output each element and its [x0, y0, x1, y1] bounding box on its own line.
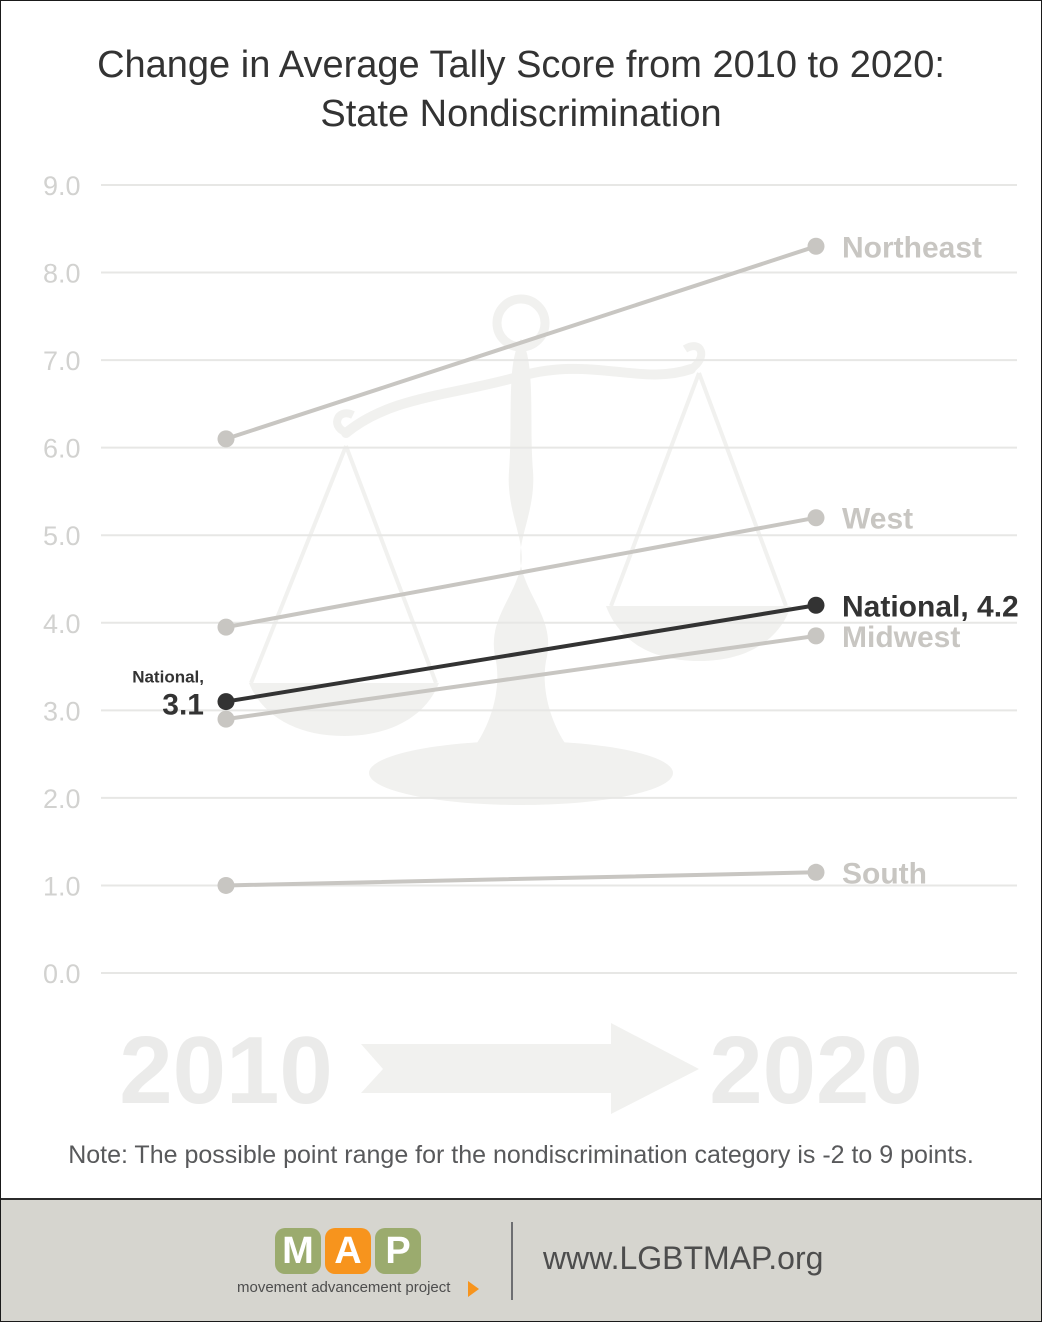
- year-watermark: 2010 2020: [119, 1017, 923, 1124]
- point-west-2020: [807, 509, 825, 527]
- point-northeast-2010: [217, 430, 235, 448]
- end-label-west: West: [842, 503, 913, 536]
- logo-tile-m: M: [275, 1228, 321, 1274]
- end-label-national: National, 4.2: [842, 590, 1019, 623]
- scales-left-strings: [249, 445, 438, 684]
- scales-pillar: [461, 339, 581, 761]
- end-label-northeast: Northeast: [842, 231, 982, 264]
- y-tick-label: 1.0: [43, 871, 81, 901]
- chart-title-line-1: Change in Average Tally Score from 2010 …: [97, 44, 945, 86]
- grid: [101, 184, 1017, 974]
- end-label-midwest: Midwest: [842, 621, 960, 654]
- point-west-2010: [217, 618, 235, 636]
- play-arrow-icon: [468, 1281, 479, 1297]
- series-line-national: [224, 603, 818, 704]
- slope-chart: 9.08.07.06.05.04.03.02.01.00.0 2010 2020 …: [43, 171, 1019, 1124]
- logo-tagline: movement advancement project: [237, 1279, 451, 1296]
- map-logo: M A P movement advancement project: [237, 1228, 487, 1308]
- footer-divider-line: [1, 1198, 1041, 1200]
- y-tick-label: 2.0: [43, 784, 81, 814]
- series-midwest: Midwest: [217, 621, 960, 728]
- y-axis: 9.0 8.0 7.0 6.0 5.0 4.0 3.0 2.0 1.0 0.0: [43, 171, 81, 989]
- series-northeast: Northeast: [217, 231, 982, 448]
- chart-title: Change in Average Tally Score from 2010 …: [1, 41, 1041, 139]
- point-midwest-2010: [217, 710, 235, 728]
- series-west: West: [217, 503, 913, 636]
- scales-watermark: [249, 294, 791, 805]
- start-value-national: 3.1: [162, 689, 204, 722]
- y-tick-label: 5.0: [43, 521, 81, 551]
- chart-title-line-2: State Nondiscrimination: [320, 93, 722, 135]
- y-tick-label: 0.0: [43, 959, 81, 989]
- arrow-right-icon: [361, 1023, 699, 1114]
- year-watermark-1: 2020: [709, 1017, 923, 1124]
- point-south-2020: [807, 863, 825, 881]
- scales-base: [369, 741, 673, 805]
- point-northeast-2020: [807, 237, 825, 255]
- logo-tile-a: A: [325, 1228, 371, 1274]
- series-line-midwest: [224, 633, 818, 722]
- y-tick-label: 8.0: [43, 259, 81, 289]
- scales-top-ring: [492, 294, 550, 352]
- series-line-northeast: [224, 244, 818, 441]
- y-tick-label: 4.0: [43, 609, 81, 639]
- y-tick-label: 7.0: [43, 346, 81, 376]
- footer: M A P movement advancement project www.L…: [1, 1200, 1041, 1321]
- series-south: South: [217, 857, 927, 894]
- y-tick-label: 9.0: [43, 171, 81, 201]
- start-label-national: National,: [132, 668, 204, 687]
- series-line-west: [224, 515, 818, 630]
- scales-beam: [341, 363, 696, 438]
- logo-tile-p: P: [375, 1228, 421, 1274]
- footer-vertical-divider: [511, 1222, 513, 1300]
- point-national-2020: [807, 596, 825, 614]
- y-tick-label: 3.0: [43, 696, 81, 726]
- series-national: National, 4.2 National, 3.1: [132, 590, 1019, 721]
- series-line-south: [224, 870, 818, 888]
- website-link[interactable]: www.LGBTMAP.org: [543, 1240, 824, 1276]
- y-tick-label: 6.0: [43, 434, 81, 464]
- scales-right-strings: [609, 372, 788, 607]
- scales-curl-left: [333, 409, 355, 437]
- scales-curl-right: [682, 342, 706, 373]
- point-national-2010: [217, 693, 235, 711]
- footnote: Note: The possible point range for the n…: [68, 1141, 974, 1169]
- year-watermark-0: 2010: [119, 1017, 333, 1124]
- end-label-south: South: [842, 857, 927, 890]
- point-south-2010: [217, 876, 235, 894]
- point-midwest-2020: [807, 627, 825, 645]
